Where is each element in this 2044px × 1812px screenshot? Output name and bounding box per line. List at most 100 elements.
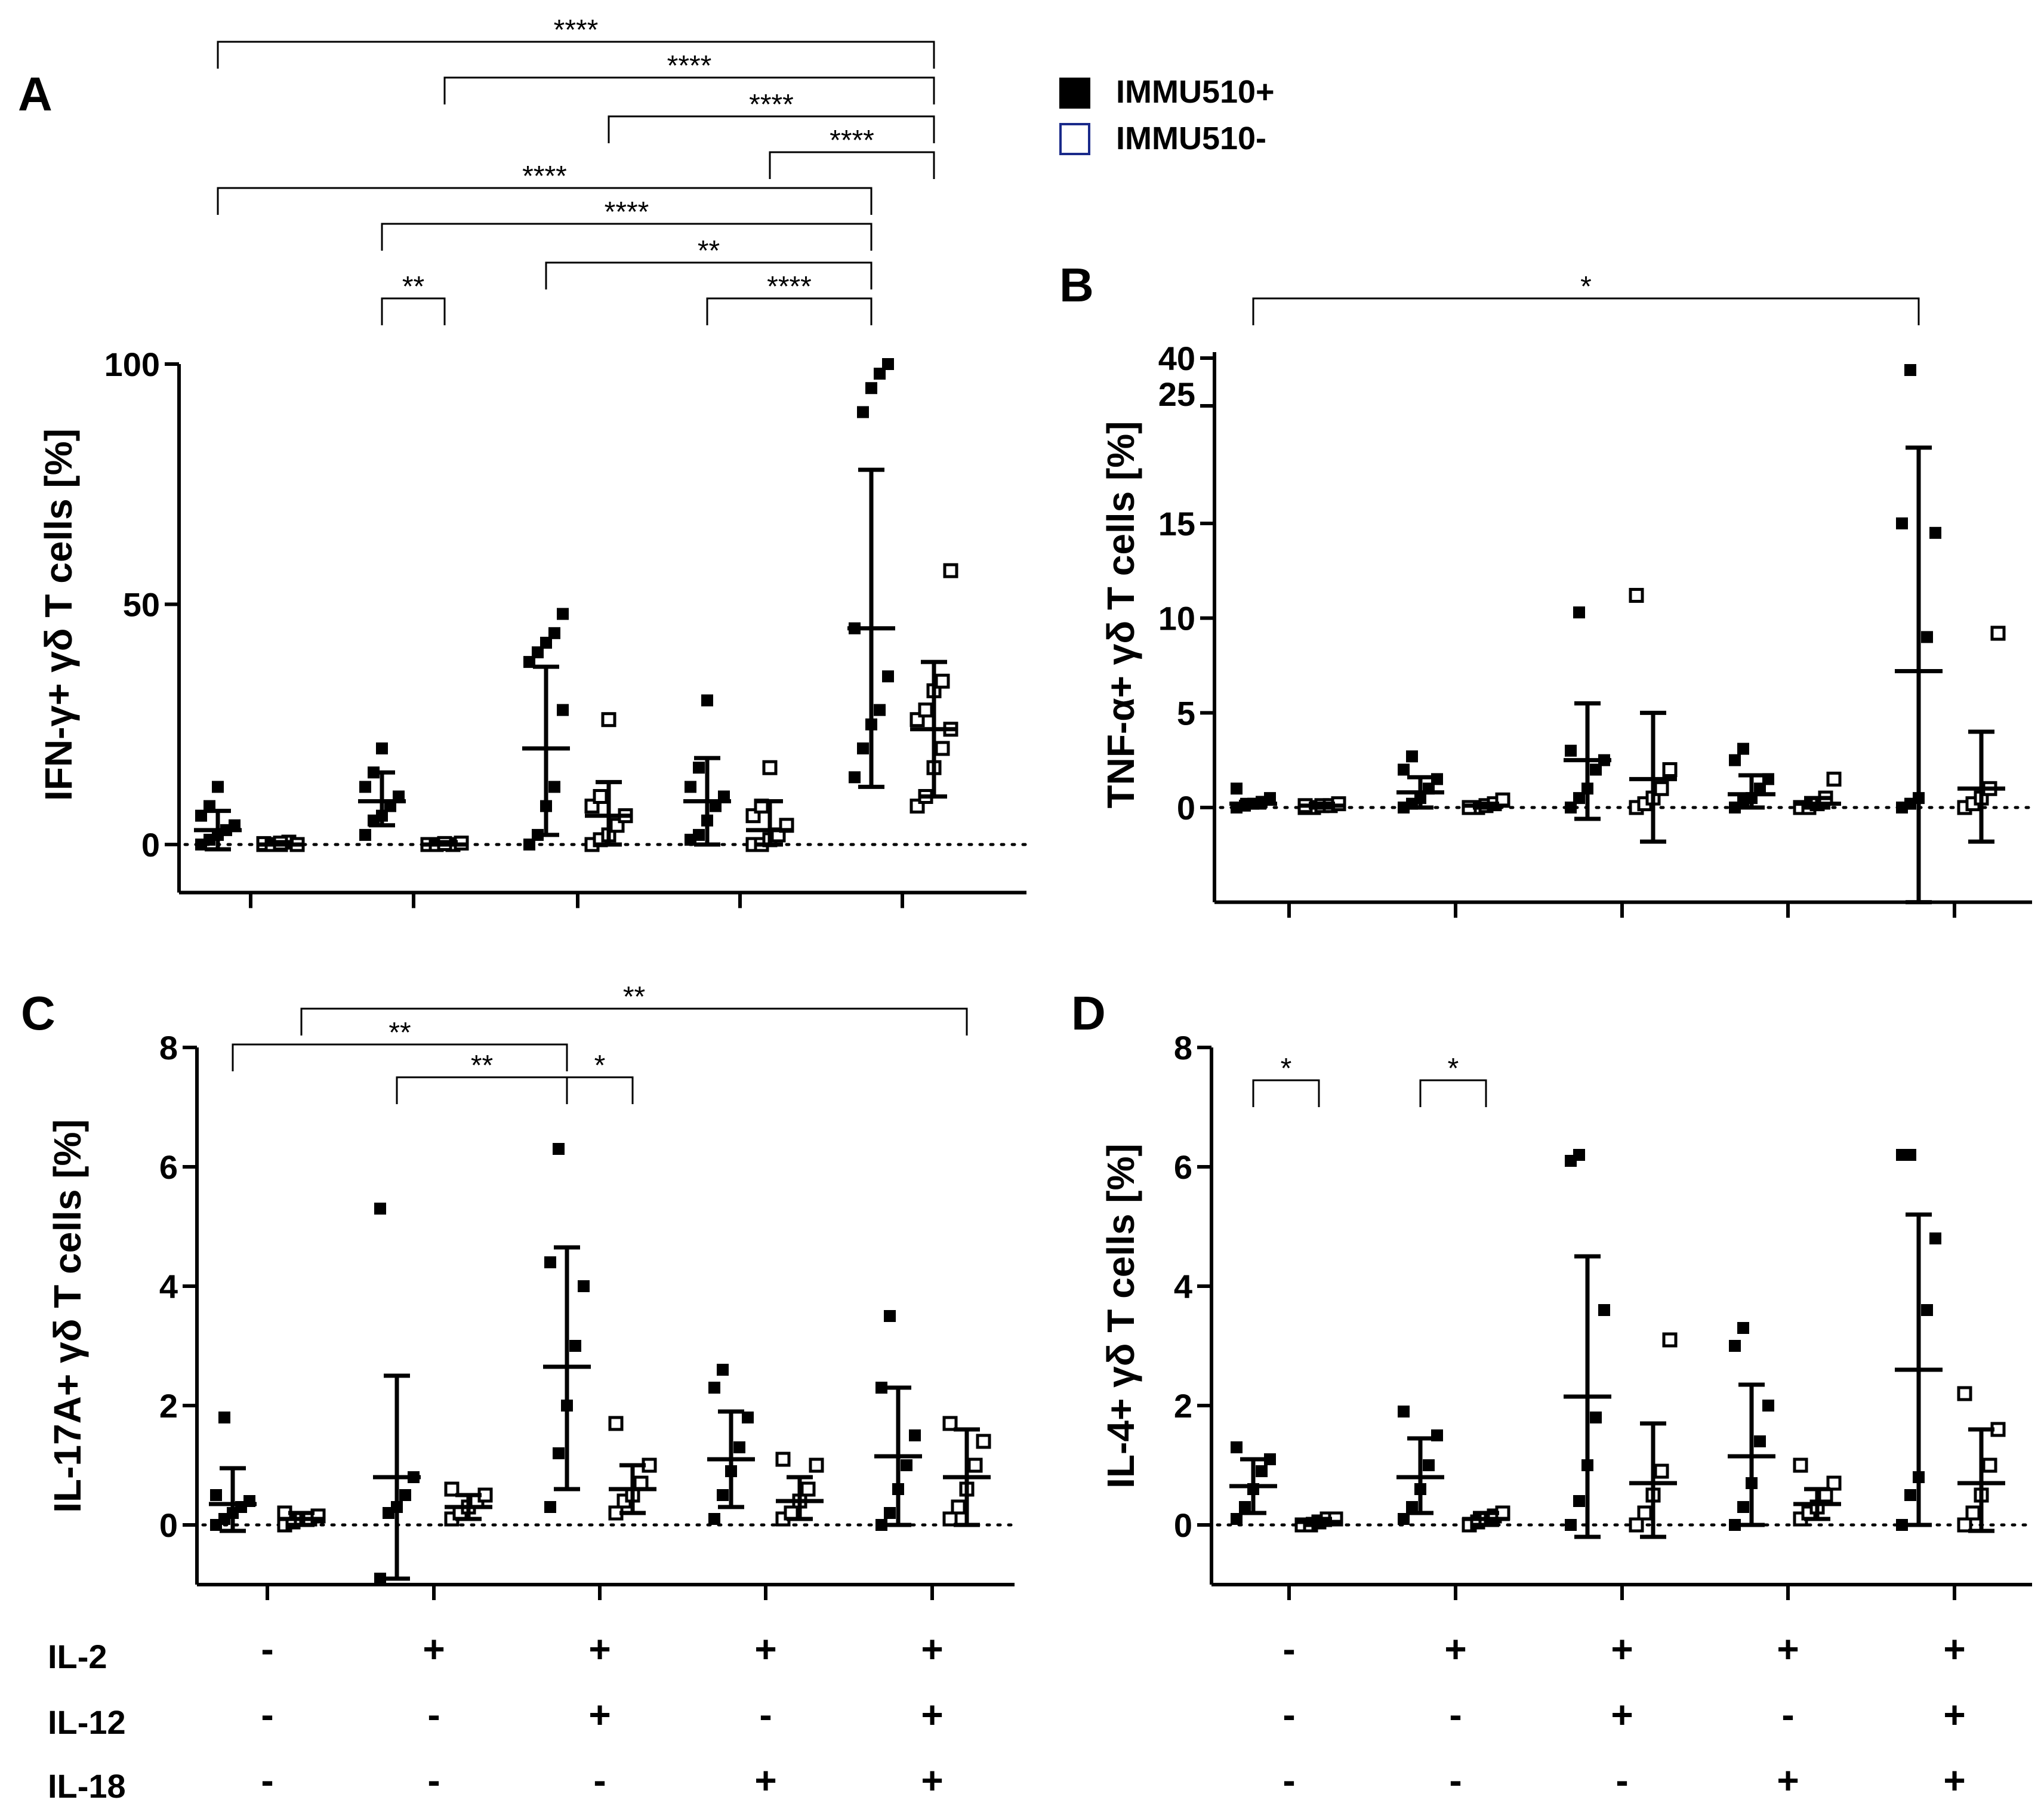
significance-bracket bbox=[608, 115, 935, 143]
data-point bbox=[1754, 1435, 1766, 1447]
y-tick-label: 5 bbox=[1177, 694, 1195, 732]
data-point bbox=[540, 636, 552, 649]
y-axis-title-c: IL-17A+ γδ T cells [%] bbox=[46, 1119, 89, 1512]
condition-label-il12: IL-12 bbox=[48, 1703, 126, 1741]
significance-bracket bbox=[1252, 297, 1920, 325]
y-axis-title-b: TNF-α+ γδ T cells [%] bbox=[1099, 421, 1142, 809]
significance-bracket bbox=[706, 297, 873, 325]
cond-l-c0-r0: - bbox=[261, 1628, 273, 1671]
data-point bbox=[875, 1382, 887, 1394]
data-point bbox=[557, 704, 569, 716]
significance-label: * bbox=[1448, 1053, 1459, 1084]
data-point bbox=[1957, 1386, 1972, 1401]
data-point bbox=[1573, 606, 1585, 619]
data-point bbox=[1737, 1501, 1749, 1513]
cond-r-c1-r2: - bbox=[1449, 1759, 1462, 1802]
data-point bbox=[1431, 1429, 1443, 1441]
cond-l-c4-r1: + bbox=[921, 1693, 943, 1736]
significance-label: ** bbox=[698, 235, 720, 267]
data-point bbox=[1256, 1465, 1268, 1477]
data-point bbox=[1904, 1149, 1916, 1161]
cond-l-c3-r1: - bbox=[759, 1693, 772, 1736]
significance-bracket bbox=[1252, 1079, 1320, 1107]
data-point bbox=[1406, 1501, 1418, 1513]
data-point bbox=[708, 1382, 720, 1394]
cond-r-c0-r0: - bbox=[1282, 1628, 1295, 1671]
cond-r-c0-r1: - bbox=[1282, 1693, 1295, 1736]
data-point bbox=[1896, 517, 1908, 529]
data-point bbox=[1231, 1441, 1243, 1453]
data-point bbox=[1398, 763, 1410, 776]
data-point bbox=[1965, 1505, 1981, 1521]
data-point bbox=[532, 646, 544, 658]
data-point bbox=[1398, 1513, 1410, 1525]
data-point bbox=[976, 1434, 991, 1449]
cond-r-c0-r2: - bbox=[1282, 1759, 1295, 1802]
significance-label: **** bbox=[605, 196, 649, 228]
significance-bracket bbox=[381, 297, 446, 325]
data-point bbox=[1793, 1457, 1808, 1473]
data-point bbox=[1762, 1400, 1774, 1412]
data-point bbox=[857, 742, 869, 754]
cond-l-c1-r1: - bbox=[427, 1693, 440, 1736]
data-point bbox=[1431, 773, 1443, 785]
data-point bbox=[1637, 1505, 1653, 1521]
cond-l-c3-r0: + bbox=[754, 1628, 776, 1671]
data-point bbox=[1729, 754, 1741, 766]
data-point bbox=[857, 406, 869, 418]
data-point bbox=[1598, 1304, 1610, 1316]
data-point bbox=[523, 839, 535, 850]
data-point bbox=[935, 673, 950, 689]
significance-bracket bbox=[566, 1076, 634, 1104]
data-point bbox=[909, 1429, 921, 1441]
significance-label: * bbox=[1281, 1053, 1292, 1084]
data-point bbox=[1904, 1489, 1916, 1501]
significance-label: * bbox=[1580, 271, 1592, 303]
significance-label: * bbox=[594, 1050, 606, 1081]
data-point bbox=[1565, 802, 1577, 813]
panel-label-a: A bbox=[18, 67, 53, 121]
y-tick-label: 6 bbox=[159, 1148, 178, 1186]
cond-l-c2-r0: + bbox=[588, 1628, 611, 1671]
significance-bracket bbox=[217, 41, 935, 69]
condition-label-il18: IL-18 bbox=[48, 1767, 126, 1805]
data-point bbox=[967, 1457, 983, 1473]
data-point bbox=[1921, 1304, 1933, 1316]
y-tick-label: 4 bbox=[1174, 1268, 1192, 1305]
data-point bbox=[1264, 792, 1276, 805]
cond-r-c3-r0: + bbox=[1777, 1628, 1799, 1671]
data-point bbox=[1662, 1332, 1678, 1348]
data-point bbox=[875, 1519, 887, 1531]
data-point bbox=[1590, 763, 1602, 776]
condition-table-left: - - - + - - + + - + - + + + + bbox=[261, 1628, 943, 1802]
y-tick-label: 8 bbox=[1174, 1029, 1192, 1067]
panel-d-plot: 0 2 4 6 8 * * bbox=[1174, 1029, 2034, 1600]
data-point bbox=[557, 608, 569, 620]
y-tick-label: 10 bbox=[1158, 600, 1195, 637]
cond-r-c4-r0: + bbox=[1943, 1628, 1965, 1671]
data-point bbox=[733, 1441, 745, 1453]
data-point bbox=[1990, 625, 2006, 641]
significance-bracket bbox=[217, 187, 873, 215]
data-point bbox=[708, 1513, 720, 1525]
cond-r-c1-r1: - bbox=[1449, 1693, 1462, 1736]
data-point bbox=[548, 781, 560, 793]
data-point bbox=[882, 670, 894, 683]
data-point bbox=[1264, 1453, 1276, 1465]
data-point bbox=[942, 1511, 958, 1527]
data-point bbox=[1929, 1232, 1941, 1244]
cond-l-c0-r2: - bbox=[261, 1759, 273, 1802]
significance-bracket bbox=[769, 151, 935, 179]
data-point bbox=[849, 771, 861, 784]
cond-r-c1-r0: + bbox=[1444, 1628, 1466, 1671]
data-point bbox=[593, 789, 608, 804]
significance-bracket bbox=[232, 1043, 568, 1071]
data-point bbox=[553, 1447, 565, 1459]
significance-bracket bbox=[443, 76, 935, 104]
data-point bbox=[195, 809, 207, 822]
data-point bbox=[1654, 1463, 1669, 1479]
y-tick-label: 0 bbox=[159, 1506, 178, 1544]
data-point bbox=[809, 1457, 824, 1473]
data-point bbox=[1423, 1459, 1435, 1471]
